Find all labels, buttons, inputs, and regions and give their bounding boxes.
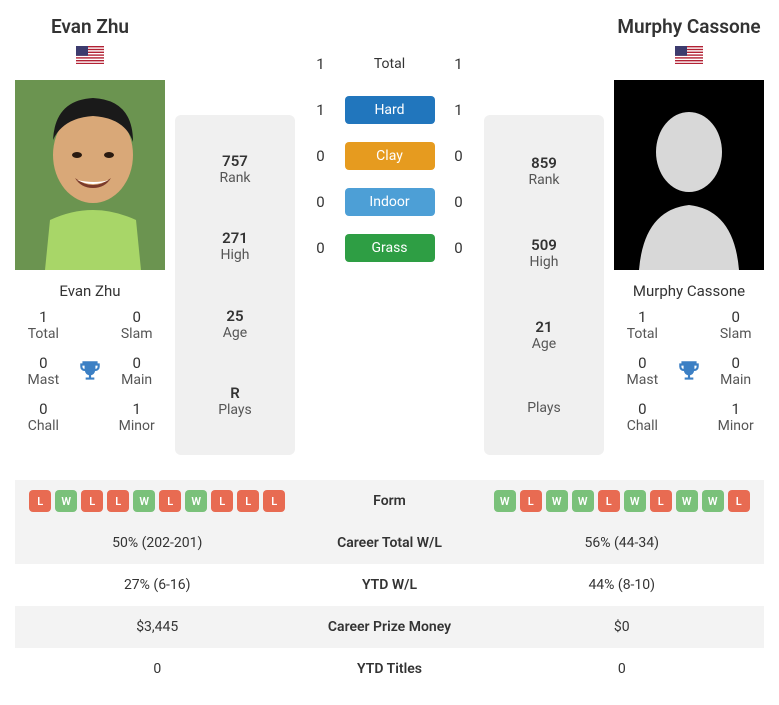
h2h-grass-label[interactable]: Grass <box>345 234 435 262</box>
h2h-indoor-label[interactable]: Indoor <box>345 188 435 216</box>
form-chip: L <box>159 490 181 512</box>
h2h-clay-label[interactable]: Clay <box>345 142 435 170</box>
form-p1: LWLLWLWLLL <box>15 490 300 512</box>
form-chip: L <box>107 490 129 512</box>
h2h-indoor-p2: 0 <box>453 193 465 211</box>
h2h-grass-p1: 0 <box>315 239 327 257</box>
h2h-total-label: Total <box>345 50 435 78</box>
table-row: 50% (202-201)Career Total W/L56% (44-34) <box>15 522 764 564</box>
h2h-total-p1: 1 <box>315 55 327 73</box>
form-chip: W <box>494 490 516 512</box>
row-label: YTD W/L <box>300 577 480 593</box>
form-chip: W <box>185 490 207 512</box>
player2-photo <box>614 80 764 270</box>
form-chip: W <box>624 490 646 512</box>
form-chip: L <box>263 490 285 512</box>
form-chip: W <box>676 490 698 512</box>
player1-name: Evan Zhu <box>15 15 165 38</box>
flag-us-p1 <box>76 46 104 64</box>
h2h-hard-p2: 1 <box>453 101 465 119</box>
player2-name-small: Murphy Cassone <box>614 282 764 300</box>
row-p1: $3,445 <box>15 619 300 635</box>
player1-name-small: Evan Zhu <box>15 282 165 300</box>
row-p1: 27% (6-16) <box>15 577 300 593</box>
form-chip: L <box>728 490 750 512</box>
form-chip: W <box>55 490 77 512</box>
form-chip: W <box>546 490 568 512</box>
trophy-icon <box>666 358 713 384</box>
form-chip: L <box>598 490 620 512</box>
form-chip: L <box>81 490 103 512</box>
flag-us-p2 <box>675 46 703 64</box>
row-label-form: Form <box>300 493 480 509</box>
row-p2: 0 <box>480 661 765 677</box>
table-row: 27% (6-16)YTD W/L44% (8-10) <box>15 564 764 606</box>
player2-stats: 859Rank 509High 21Age Plays <box>484 115 604 455</box>
player1-titles: 1Total 0Slam 0Mast 0Main 0Chall 1Minor <box>15 308 165 449</box>
player1-stats: 757Rank 271High 25Age RPlays <box>175 115 295 455</box>
row-label: Career Total W/L <box>300 535 480 551</box>
row-p2: 44% (8-10) <box>480 577 765 593</box>
form-chip: L <box>237 490 259 512</box>
player2-name: Murphy Cassone <box>614 15 764 38</box>
row-label: YTD Titles <box>300 661 480 677</box>
row-p2: 56% (44-34) <box>480 535 765 551</box>
h2h-hard-p1: 1 <box>315 101 327 119</box>
row-label: Career Prize Money <box>300 619 480 635</box>
comparison-table: LWLLWLWLLL Form WLWWLWLWWL 50% (202-201)… <box>15 480 764 690</box>
h2h-grass-p2: 0 <box>453 239 465 257</box>
table-row: $3,445Career Prize Money$0 <box>15 606 764 648</box>
form-chip: L <box>650 490 672 512</box>
h2h-indoor-p1: 0 <box>315 193 327 211</box>
form-chip: L <box>520 490 542 512</box>
trophy-icon <box>67 358 114 384</box>
player1-photo <box>15 80 165 270</box>
player2-titles: 1Total 0Slam 0Mast 0Main 0Chall 1Minor <box>614 308 764 449</box>
h2h-clay-p1: 0 <box>315 147 327 165</box>
form-chip: W <box>572 490 594 512</box>
h2h-clay-p2: 0 <box>453 147 465 165</box>
h2h-total-p2: 1 <box>453 55 465 73</box>
h2h-center: 1 Total 1 1 Hard 1 0 Clay 0 0 Indoor 0 0 <box>300 15 480 455</box>
form-chip: L <box>29 490 51 512</box>
h2h-hard-label[interactable]: Hard <box>345 96 435 124</box>
form-p2: WLWWLWLWWL <box>480 490 765 512</box>
row-p1: 0 <box>15 661 300 677</box>
form-chip: W <box>702 490 724 512</box>
form-chip: L <box>211 490 233 512</box>
row-p1: 50% (202-201) <box>15 535 300 551</box>
form-chip: W <box>133 490 155 512</box>
row-p2: $0 <box>480 619 765 635</box>
table-row: 0YTD Titles0 <box>15 648 764 690</box>
